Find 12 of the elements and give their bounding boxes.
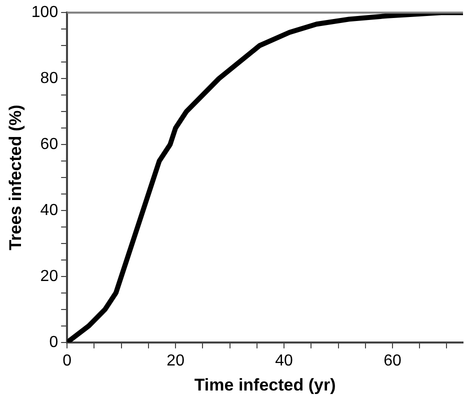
y-tick-label: 80 <box>40 70 58 87</box>
y-tick-label: 40 <box>40 202 58 219</box>
x-tick-label: 0 <box>62 352 72 370</box>
y-tick-label: 60 <box>40 136 58 153</box>
x-tick-label: 40 <box>275 352 294 370</box>
x-axis-title: Time infected (yr) <box>194 375 336 394</box>
y-tick-label: 100 <box>31 4 58 22</box>
x-tick-label: 20 <box>166 352 185 370</box>
y-axis-title: Trees infected (%) <box>6 104 25 250</box>
y-tick-label: 0 <box>49 334 58 351</box>
y-tick-label: 20 <box>40 268 58 285</box>
x-tick-label: 60 <box>384 352 402 370</box>
